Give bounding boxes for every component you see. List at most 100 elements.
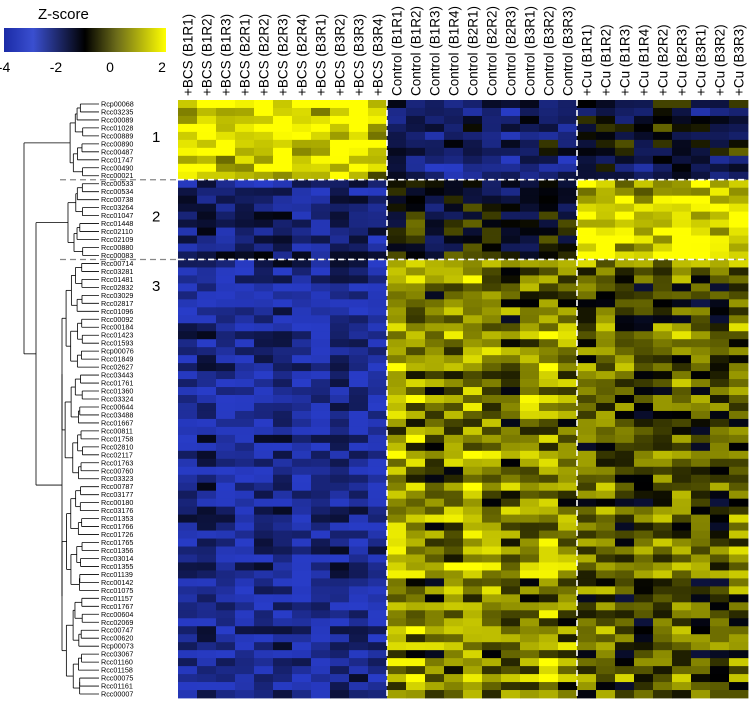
heatmap-cell [349,642,369,651]
heatmap-cell [634,179,654,189]
heatmap-cell [501,371,521,380]
heatmap-cell [596,666,616,675]
heatmap-cell [368,514,388,523]
heatmap-cell [539,690,559,699]
heatmap-cell [292,650,312,659]
heatmap-cell [425,506,445,516]
heatmap-cell [653,682,673,691]
heatmap-cell [634,323,654,332]
heatmap-cell [368,522,388,531]
heatmap-cell [235,418,255,428]
heatmap-cell [615,275,635,284]
heatmap-cell [425,115,445,125]
heatmap-cell [615,650,635,659]
heatmap-cell [444,626,464,635]
heatmap-cell [425,187,445,197]
column-label: +Cu (B3R2) [713,24,728,96]
heatmap-cell [197,634,217,643]
heatmap-cell [406,195,426,205]
heatmap-cell [330,235,350,244]
heatmap-cell [463,666,483,675]
heatmap-cell [691,323,711,332]
heatmap-cell [691,458,711,468]
heatmap-cell [691,650,711,659]
heatmap-cell [653,339,673,348]
heatmap-cell [387,666,407,675]
heatmap-cell [216,235,236,244]
heatmap-cell [463,682,483,691]
heatmap-cell [178,538,198,547]
heatmap-cell [653,171,673,181]
heatmap-cell [330,466,350,476]
heatmap-cell [691,131,711,141]
heatmap-cell [520,235,540,244]
heatmap-cell [577,395,597,404]
heatmap-cell [729,259,749,268]
heatmap-cell [254,363,274,372]
heatmap-cell [577,219,597,228]
heatmap-cell [311,227,331,236]
heatmap-cell [729,626,749,635]
heatmap-cell [596,219,616,228]
heatmap-cell [425,379,445,388]
heatmap-cell [634,147,654,157]
heatmap-cell [406,267,426,276]
heatmap-cell [463,147,483,157]
heatmap-cell [577,402,597,412]
heatmap-cell [197,490,217,500]
heatmap-cell [235,514,255,523]
heatmap-cell [216,594,236,603]
heatmap-cell [216,283,236,292]
heatmap-cell [558,387,578,396]
row-label: Rcc00007 [101,690,133,699]
heatmap-cell [558,259,578,268]
heatmap-cell [596,363,616,372]
heatmap-cell [482,690,502,699]
row-label: Rcc00089 [101,115,133,124]
heatmap-cell [330,283,350,292]
heatmap-cell [235,442,255,452]
heatmap-cell [330,115,350,125]
heatmap-cell [235,283,255,292]
heatmap-cell [216,123,236,133]
heatmap-cell [577,131,597,141]
heatmap-cell [729,634,749,643]
heatmap-cell [596,530,616,539]
heatmap-cell [235,339,255,348]
heatmap-cell [729,275,749,284]
heatmap-cell [577,235,597,244]
heatmap-cell [729,562,749,571]
heatmap-cell [482,650,502,659]
heatmap-cell [425,171,445,181]
heatmap-cell [330,458,350,468]
heatmap-cell [653,466,673,476]
heatmap-cell [672,482,692,492]
heatmap-cell [368,634,388,643]
heatmap-cell [615,395,635,404]
heatmap-cell [292,131,312,141]
heatmap-cell [406,538,426,547]
heatmap-cell [729,650,749,659]
heatmap-cell [216,203,236,213]
heatmap-cell [577,155,597,165]
heatmap-cell [596,482,616,492]
heatmap-cell [520,179,540,189]
heatmap-cell [216,442,236,452]
heatmap-cell [330,626,350,635]
heatmap-cell [311,418,331,428]
heatmap-cell [311,546,331,555]
heatmap-cell [634,251,654,260]
heatmap-cell [368,100,388,109]
heatmap-cell [311,426,331,436]
heatmap-cell [254,418,274,428]
heatmap-cell [216,363,236,372]
heatmap-cell [292,100,312,109]
heatmap-cell [558,458,578,468]
heatmap-cell [292,418,312,428]
heatmap-cell [653,139,673,149]
heatmap-cell [691,682,711,691]
heatmap-cell [558,530,578,539]
heatmap-cell [235,147,255,157]
heatmap-cell [577,211,597,220]
heatmap-cell [615,155,635,165]
